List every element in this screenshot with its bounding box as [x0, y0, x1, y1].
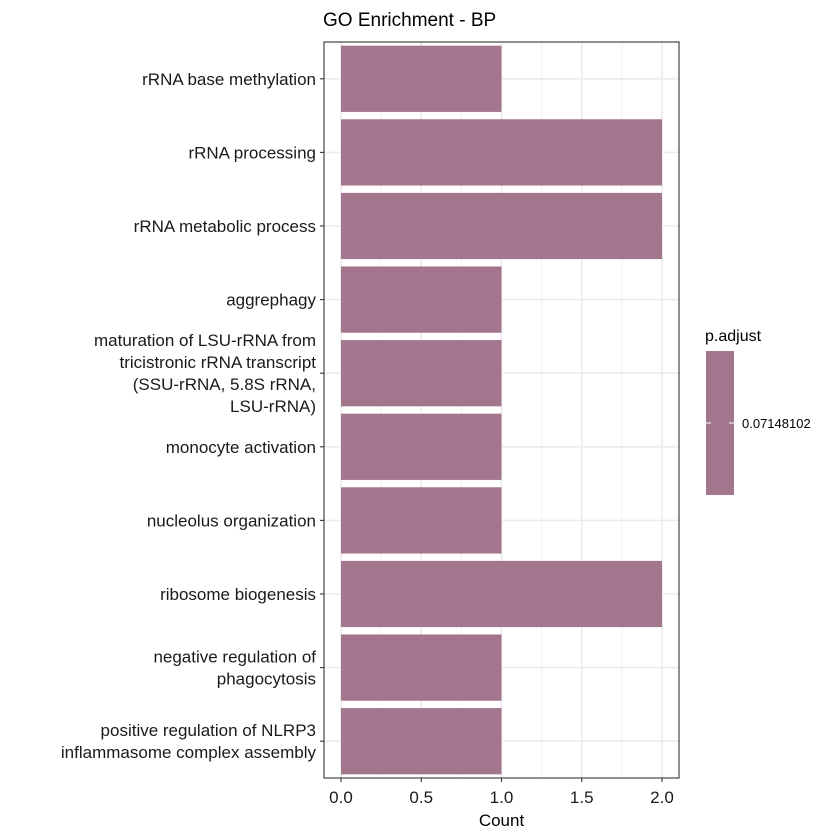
chart-title: GO Enrichment - BP [323, 10, 496, 31]
bar [341, 413, 502, 480]
bar [341, 487, 502, 554]
y-tick-label: positive regulation of NLRP3 inflammasome… [61, 721, 317, 762]
x-axis: 0.0 0.5 1.0 1.5 2.0 [329, 778, 674, 807]
y-tick-label-line: rRNA processing [188, 143, 316, 162]
x-tick-label: 1.5 [570, 788, 594, 807]
y-tick-label: nucleolus organization [147, 511, 316, 530]
y-tick-label: rRNA processing [188, 143, 316, 162]
y-tick-label-line: monocyte activation [166, 438, 316, 457]
x-axis-label: Count [479, 811, 525, 830]
y-tick-label-line: LSU-rRNA) [230, 397, 316, 416]
y-tick-label-line: aggrephagy [226, 291, 316, 310]
bar [341, 192, 662, 260]
y-tick-label-line: rRNA base methylation [142, 70, 316, 89]
y-tick-label: ribosome biogenesis [160, 585, 316, 604]
legend: p.adjust 0.07148102 [705, 328, 811, 495]
legend-tick-label: 0.07148102 [742, 416, 811, 431]
y-tick-label-line: nucleolus organization [147, 511, 316, 530]
y-tick-label-line: (SSU-rRNA, 5.8S rRNA, [133, 375, 316, 394]
y-tick-label-line: phagocytosis [217, 670, 316, 689]
bar [341, 266, 502, 333]
x-tick-label: 0.5 [409, 788, 433, 807]
y-tick-label: rRNA metabolic process [134, 217, 316, 236]
bar [341, 634, 502, 701]
x-tick-label: 1.0 [490, 788, 514, 807]
y-axis: rRNA base methylation rRNA processing rRNA… [61, 70, 324, 762]
y-tick-label-line: rRNA metabolic process [134, 217, 316, 236]
y-tick-label-line: tricistronic rRNA transcript [120, 353, 317, 372]
y-tick-label: monocyte activation [166, 438, 316, 457]
y-tick-label-line: inflammasome complex assembly [61, 743, 317, 762]
y-tick-label: maturation of LSU-rRNA from tricistronic … [94, 331, 316, 416]
bar [341, 340, 502, 407]
y-tick-label-line: maturation of LSU-rRNA from [94, 331, 316, 350]
bar [341, 119, 662, 186]
x-tick-label: 2.0 [650, 788, 674, 807]
bar [341, 560, 662, 628]
y-tick-label-line: ribosome biogenesis [160, 585, 316, 604]
y-tick-label-line: positive regulation of NLRP3 [101, 721, 316, 740]
y-tick-label-line: negative regulation of [153, 648, 316, 667]
legend-title: p.adjust [705, 328, 762, 345]
y-tick-label: negative regulation of phagocytosis [153, 648, 316, 689]
bar [341, 708, 502, 775]
bar [341, 45, 502, 112]
bars-group [341, 45, 662, 775]
x-tick-label: 0.0 [329, 788, 353, 807]
y-tick-label: rRNA base methylation [142, 70, 316, 89]
y-tick-label: aggrephagy [226, 291, 316, 310]
